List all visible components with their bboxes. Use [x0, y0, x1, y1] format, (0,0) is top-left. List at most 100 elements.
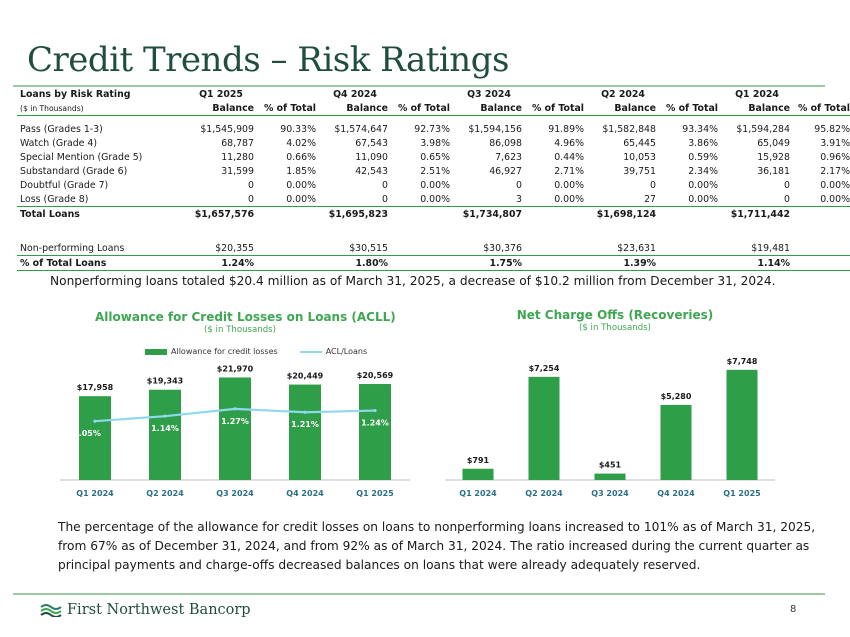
cell: 4.02%	[286, 137, 316, 149]
nco-chart-subtitle: ($ in Thousands)	[579, 323, 651, 333]
quarter-header: Q2 2024	[601, 88, 645, 100]
page-number: 8	[790, 604, 797, 615]
cell: 0.00%	[554, 179, 584, 191]
total-loans-row: Total Loans $1,657,576 $1,695,823 $1,734…	[17, 206, 850, 221]
bar	[79, 396, 111, 480]
cell: $1,698,124	[587, 206, 659, 221]
cell: 68,787	[221, 137, 254, 149]
cell: $19,481	[751, 242, 790, 254]
cell: 0.96%	[820, 151, 850, 163]
cell: 0.00%	[286, 193, 316, 205]
cell: 3.91%	[820, 137, 850, 149]
nco-chart: $791 Q1 2024 $7,254 Q2 2024 $451 Q3 2024 $5,28…	[445, 357, 775, 498]
bar	[359, 384, 391, 480]
cell: $1,695,823	[319, 206, 391, 221]
cell: 91.89%	[548, 123, 584, 135]
row-label: % of Total Loans	[17, 255, 185, 271]
cell: 0.00%	[688, 193, 718, 205]
cell: $23,631	[617, 242, 656, 254]
line-point	[373, 408, 377, 413]
bar-data-label: $5,280	[661, 392, 692, 401]
legend-bar-swatch	[145, 348, 167, 355]
bar	[594, 473, 626, 480]
x-tick-label: Q1 2025	[723, 489, 761, 498]
x-tick-label: Q3 2024	[591, 489, 629, 498]
cell: $1,594,284	[736, 123, 790, 135]
cell: 0.44%	[554, 151, 584, 163]
table-header-row: Loans by Risk Rating Q1 2025 Q4 2024 Q3 …	[17, 87, 850, 101]
table-row: Pass (Grades 1-3) $1,545,909 90.33% $1,574,…	[17, 116, 850, 137]
cell: 0	[248, 179, 254, 191]
cell: 0	[248, 193, 254, 205]
table-row: Loss (Grade 8) 0 0.00% 0 0.00% 3 0.00% 27 0.00% 0…	[17, 192, 850, 207]
column-header: % of Total	[659, 101, 721, 116]
cell: 0	[650, 179, 656, 191]
cell: 7,623	[495, 151, 522, 163]
x-tick-label: Q1 2025	[356, 489, 394, 498]
cell: 2.17%	[820, 165, 850, 177]
cell: 90.33%	[280, 123, 316, 135]
quarter-header: Q3 2024	[467, 88, 511, 100]
x-tick-label: Q4 2024	[657, 489, 695, 498]
bar-data-label: $451	[599, 461, 622, 470]
cell: $1,545,909	[200, 123, 254, 135]
cell: $1,734,807	[453, 206, 525, 221]
cell: 39,751	[623, 165, 656, 177]
table-subheader-row: ($ in Thousands) Balance % of Total Bala…	[17, 101, 850, 116]
cell: 4.96%	[554, 137, 584, 149]
title-divider	[13, 85, 825, 87]
cell: 1.24%	[185, 255, 257, 271]
bar	[462, 468, 494, 480]
bar-data-label: $17,958	[77, 383, 114, 392]
cell: 1.75%	[453, 255, 525, 271]
x-tick-label: Q2 2024	[525, 489, 563, 498]
cell: 92.73%	[414, 123, 450, 135]
row-label: Loss (Grade 8)	[20, 193, 89, 205]
line-data-label: 1.24%	[361, 419, 389, 428]
cell: $30,376	[483, 242, 522, 254]
company-logo: First Northwest Bancorp	[40, 602, 251, 618]
npl-row: Non-performing Loans $20,355 $30,515 $30…	[17, 241, 850, 256]
bar-data-label: $20,449	[287, 372, 324, 381]
cell: 67,543	[355, 137, 388, 149]
quarter-header: Q1 2024	[735, 88, 779, 100]
quarter-header: Q4 2024	[333, 88, 377, 100]
cell: $1,594,156	[468, 123, 522, 135]
cell: 15,928	[757, 151, 790, 163]
bar-data-label: $7,254	[529, 364, 560, 373]
column-header: Balance	[721, 101, 793, 116]
row-label: Watch (Grade 4)	[20, 137, 98, 149]
cell: 42,543	[355, 165, 388, 177]
cell: 0.00%	[420, 193, 450, 205]
x-tick-label: Q1 2024	[76, 489, 114, 498]
table-row: Doubtful (Grade 7) 0 0.00% 0 0.00% 0 0.00% 0 0.0…	[17, 178, 850, 192]
column-header: % of Total	[257, 101, 319, 116]
cell: 1.14%	[721, 255, 793, 271]
cell: 0	[382, 179, 388, 191]
cell: 0.00%	[286, 179, 316, 191]
cell: $1,574,647	[334, 123, 388, 135]
table-row: Special Mention (Grade 5) 11,280 0.66% 11,0…	[17, 150, 850, 164]
cell: $30,515	[349, 242, 388, 254]
risk-rating-table: Loans by Risk Rating Q1 2025 Q4 2024 Q3 …	[17, 87, 850, 271]
row-label: Non-performing Loans	[20, 242, 125, 254]
nco-chart-title: Net Charge Offs (Recoveries)	[516, 308, 714, 322]
column-header: % of Total	[793, 101, 850, 116]
cell: 31,599	[221, 165, 254, 177]
acll-chart-title: Allowance for Credit Losses on Loans (AC…	[95, 310, 396, 324]
table-header-label: Loans by Risk Rating	[20, 88, 131, 100]
cell: 10,053	[623, 151, 656, 163]
cell: 2.51%	[420, 165, 450, 177]
cell: $1,657,576	[185, 206, 257, 221]
line-point	[233, 407, 237, 411]
line-point	[303, 410, 307, 414]
cell: 1.80%	[319, 255, 391, 271]
x-tick-label: Q1 2024	[459, 489, 497, 498]
npl-summary-text: Nonperforming loans totaled $20.4 millio…	[50, 274, 776, 288]
cell: 3.98%	[420, 137, 450, 149]
line-data-label: 1.14%	[151, 424, 179, 433]
table-units-note: ($ in Thousands)	[17, 101, 185, 116]
cell: 0.00%	[420, 179, 450, 191]
cell: 1.85%	[286, 165, 316, 177]
row-label: Doubtful (Grade 7)	[20, 179, 109, 191]
